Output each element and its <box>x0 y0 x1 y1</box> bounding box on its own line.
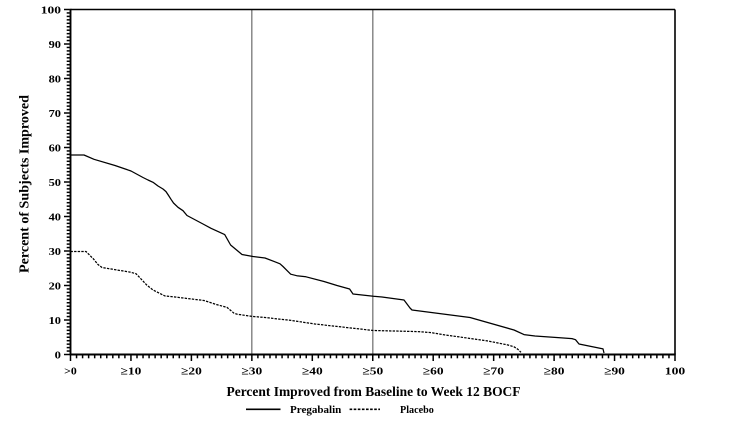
svg-text:50: 50 <box>49 177 62 189</box>
svg-text:≥30: ≥30 <box>241 366 262 378</box>
svg-text:Placebo: Placebo <box>400 404 434 416</box>
svg-text:100: 100 <box>41 4 62 16</box>
svg-text:≥50: ≥50 <box>362 366 383 378</box>
svg-text:≥10: ≥10 <box>121 366 142 378</box>
svg-text:0: 0 <box>55 349 62 361</box>
svg-text:40: 40 <box>49 211 62 223</box>
svg-text:30: 30 <box>49 246 62 258</box>
svg-text:Pregabalin: Pregabalin <box>290 404 341 416</box>
svg-text:≥60: ≥60 <box>423 366 444 378</box>
svg-text:Percent Improved from Baseline: Percent Improved from Baseline to Week 1… <box>227 384 521 399</box>
svg-text:60: 60 <box>49 142 62 154</box>
svg-text:20: 20 <box>49 280 62 292</box>
svg-text:80: 80 <box>49 73 62 85</box>
svg-text:90: 90 <box>49 39 62 51</box>
svg-text:≥70: ≥70 <box>483 366 504 378</box>
svg-text:≥80: ≥80 <box>544 366 565 378</box>
svg-text:>0: >0 <box>64 366 77 378</box>
svg-text:100: 100 <box>665 366 686 378</box>
svg-text:≥20: ≥20 <box>181 366 202 378</box>
svg-text:≥40: ≥40 <box>302 366 323 378</box>
svg-text:≥90: ≥90 <box>604 366 625 378</box>
svg-text:70: 70 <box>49 108 62 120</box>
svg-text:Percent of Subjects Improved: Percent of Subjects Improved <box>17 94 32 273</box>
svg-text:10: 10 <box>49 315 62 327</box>
